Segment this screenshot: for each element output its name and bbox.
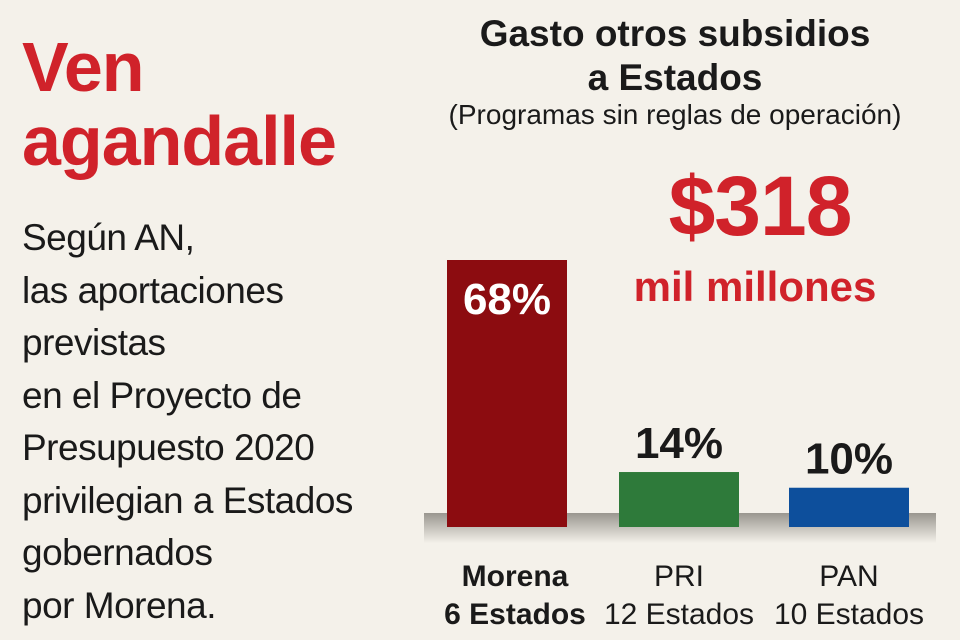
body-line: Presupuesto 2020: [22, 427, 315, 468]
chart-title: Gasto otros subsidios a Estados: [420, 12, 930, 100]
data-label-pri: 14%: [635, 419, 723, 468]
headline-line-1: Ven: [22, 28, 145, 106]
bar-morena: [447, 260, 567, 527]
bar-pan: [789, 487, 909, 527]
headline: Ven agandalle: [22, 28, 337, 180]
chart-subtitle: (Programas sin reglas de operación): [448, 99, 902, 130]
body-line: privilegian a Estados: [22, 479, 353, 521]
category-name: PRI: [653, 560, 704, 593]
chart-title-line-2: a Estados: [587, 57, 763, 98]
total-amount: $318: [668, 159, 853, 253]
category-states: 10 Estados: [773, 598, 925, 631]
body-line: las aportaciones: [22, 269, 284, 311]
category-states: 12 Estados: [603, 598, 755, 631]
bar-pri: [619, 472, 739, 527]
category-states: 6 Estados: [444, 598, 586, 631]
chart-title-line-1: Gasto otros subsidios: [479, 13, 871, 54]
data-label-pan: 10%: [805, 435, 893, 484]
body-line: Según AN,: [22, 217, 195, 258]
body-line: en el Proyecto de: [22, 374, 302, 416]
total-unit: mil millones: [633, 263, 877, 310]
body-line: gobernados: [22, 532, 213, 573]
category-label-morena: Morena 6 Estados: [430, 558, 600, 634]
body-line: previstas: [22, 322, 166, 363]
headline-line-2: agandalle: [22, 102, 337, 180]
body-line: por Morena.: [22, 584, 216, 626]
category-label-pri: PRI 12 Estados: [594, 558, 764, 634]
category-name: PAN: [819, 560, 879, 593]
data-label-morena: 68%: [463, 275, 551, 324]
category-name: Morena: [461, 560, 569, 593]
body-text: Según AN, las aportaciones previstas en …: [22, 212, 353, 632]
category-label-pan: PAN 10 Estados: [764, 558, 934, 634]
